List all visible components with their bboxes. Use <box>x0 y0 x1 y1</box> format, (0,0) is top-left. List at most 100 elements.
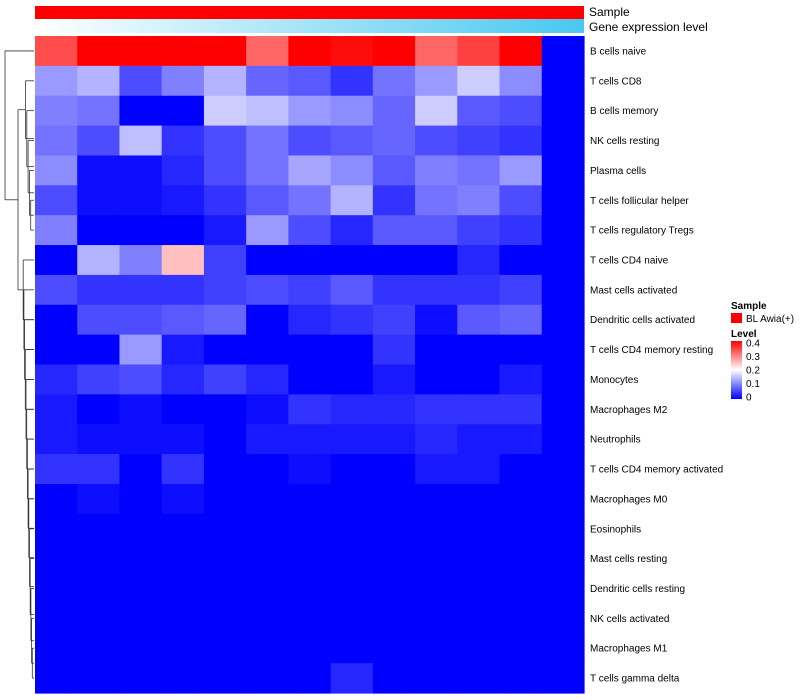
heatmap-cell <box>246 274 289 306</box>
heatmap-cell <box>541 513 585 545</box>
heatmap-cell <box>415 334 458 366</box>
heatmap-cell <box>330 36 374 67</box>
heatmap-cell <box>541 95 585 127</box>
heatmap-cell <box>119 394 163 425</box>
row-label: T cells CD4 naive <box>590 256 669 267</box>
heatmap-cell <box>457 304 501 336</box>
heatmap-cell <box>203 36 247 67</box>
heatmap-cell <box>246 454 289 485</box>
heatmap-cell <box>288 573 332 605</box>
heatmap-cell <box>161 36 205 67</box>
legend: Sample BL Awia(+) Level 0.4 0.3 0.2 0.1 0 <box>731 301 794 404</box>
heatmap-cell <box>77 65 121 97</box>
heatmap-cell <box>541 424 585 455</box>
heatmap-cell <box>203 633 247 664</box>
heatmap-cell <box>246 185 289 216</box>
heatmap-cell <box>415 65 458 97</box>
heatmap-cell <box>77 364 121 395</box>
heatmap-cell <box>288 663 332 694</box>
heatmap-cell <box>161 513 205 545</box>
heatmap-cell <box>35 334 78 366</box>
heatmap-cell <box>203 513 247 545</box>
heatmap-cell <box>77 573 121 605</box>
heatmap-cell <box>119 633 163 664</box>
heatmap-cell <box>119 125 163 157</box>
heatmap-cell <box>119 65 163 97</box>
heatmap-cell <box>203 304 247 336</box>
heatmap-cell <box>330 513 374 545</box>
heatmap-cell <box>457 513 501 545</box>
heatmap-cell <box>203 155 247 186</box>
heatmap-cell <box>415 483 458 515</box>
heatmap-cell <box>288 274 332 306</box>
heatmap-cell <box>541 65 585 97</box>
heatmap-cell <box>288 454 332 485</box>
heatmap-cell <box>119 424 163 455</box>
heatmap-cell <box>161 125 205 157</box>
heatmap-cell <box>415 543 458 575</box>
heatmap-cell <box>246 424 289 455</box>
heatmap-cell <box>119 274 163 306</box>
heatmap-cell <box>77 603 121 634</box>
heatmap-cell <box>77 663 121 694</box>
heatmap-cell <box>161 65 205 97</box>
heatmap-cells <box>35 36 585 694</box>
heatmap-cell <box>372 364 416 395</box>
heatmap-cell <box>77 95 121 127</box>
heatmap-cell <box>288 603 332 634</box>
heatmap-cell <box>372 633 416 664</box>
heatmap-cell <box>203 603 247 634</box>
row-label: Macrophages M1 <box>590 644 668 655</box>
heatmap-cell <box>246 304 289 336</box>
heatmap-cell <box>499 185 543 216</box>
heatmap-cell <box>499 155 543 186</box>
heatmap-cell <box>372 274 416 306</box>
heatmap-cell <box>246 543 289 575</box>
heatmap-cell <box>246 95 289 127</box>
heatmap-cell <box>330 245 374 276</box>
heatmap-cell <box>457 36 501 67</box>
legend-tick-label: 0.4 <box>746 339 760 350</box>
heatmap-cell <box>330 125 374 157</box>
heatmap-cell <box>457 245 501 276</box>
legend-sample-title: Sample <box>731 301 767 312</box>
heatmap-cell <box>541 125 585 157</box>
heatmap-cell <box>330 95 374 127</box>
heatmap-cell <box>77 483 121 515</box>
heatmap-cell <box>457 215 501 246</box>
heatmap-cell <box>372 663 416 694</box>
heatmap-cell <box>499 36 543 67</box>
heatmap-cell <box>457 334 501 366</box>
heatmap-cell <box>499 274 543 306</box>
heatmap-cell <box>203 573 247 605</box>
row-label: Eosinophils <box>590 524 641 535</box>
heatmap-cell <box>415 633 458 664</box>
heatmap-cell <box>288 304 332 336</box>
annotation-label-gene-expression: Gene expression level <box>589 20 708 34</box>
legend-tick-label: 0 <box>746 393 752 404</box>
heatmap-cell <box>77 543 121 575</box>
heatmap-cell <box>372 65 416 97</box>
heatmap-cell <box>161 304 205 336</box>
heatmap-cell <box>499 95 543 127</box>
heatmap-cell <box>119 245 163 276</box>
heatmap-cell <box>372 215 416 246</box>
heatmap-cell <box>288 334 332 366</box>
heatmap-cell <box>372 95 416 127</box>
heatmap-cell <box>330 65 374 97</box>
heatmap-cell <box>203 424 247 455</box>
heatmap-cell <box>288 155 332 186</box>
heatmap-cell <box>161 95 205 127</box>
heatmap-cell <box>288 394 332 425</box>
heatmap-cell <box>119 543 163 575</box>
heatmap-cell <box>415 215 458 246</box>
heatmap-cell <box>499 394 543 425</box>
heatmap-cell <box>541 304 585 336</box>
heatmap-cell <box>457 364 501 395</box>
heatmap-cell <box>457 543 501 575</box>
row-label: T cells regulatory Tregs <box>590 226 694 237</box>
heatmap-cell <box>541 364 585 395</box>
heatmap-cell <box>541 334 585 366</box>
heatmap-cell <box>457 483 501 515</box>
row-label: NK cells resting <box>590 136 659 147</box>
